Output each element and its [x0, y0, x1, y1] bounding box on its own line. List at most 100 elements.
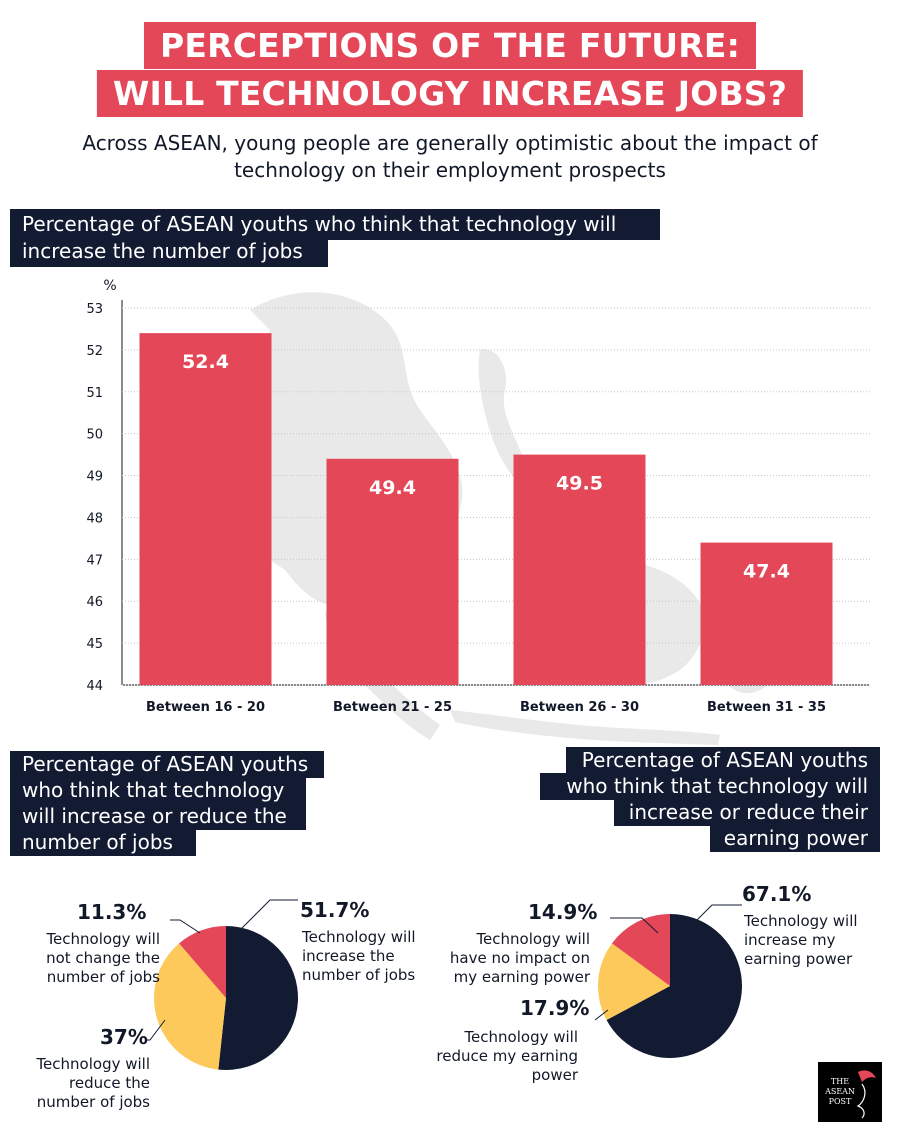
x-axis: Between 16 - 20 Between 21 - 25 Between 26…	[146, 700, 826, 715]
pie2-title-line-2: who think that technology will	[540, 773, 880, 800]
y-tick-label: 49	[86, 470, 103, 485]
y-tick-label: 44	[86, 679, 103, 694]
pie2-pct-increase: 67.1%	[742, 882, 812, 906]
asean-post-logo: THE ASEAN POST	[818, 1062, 882, 1122]
pie1-desc-nochange: Technology will not change the number of…	[10, 930, 160, 987]
pie2-title-line-3: increase or reduce their	[614, 799, 880, 826]
bar-value-labels: 52.4 49.4 49.5 47.4	[182, 351, 790, 582]
pie2-desc-increase-line-2: increase my	[744, 931, 836, 949]
pie-chart-earning-power	[594, 904, 742, 1058]
pie1-desc-increase-line-3: number of jobs	[302, 966, 416, 984]
pie2-leader-1	[681, 904, 742, 936]
x-tick-label: Between 26 - 30	[520, 700, 639, 715]
pie1-desc-reduce: Technology will reduce the number of job…	[10, 1055, 150, 1112]
bar-1	[139, 333, 272, 685]
bar-value-label: 47.4	[743, 561, 790, 583]
pie2-leader-2	[594, 1009, 609, 1021]
pie1-desc-nochange-line-3: number of jobs	[46, 968, 160, 986]
x-tick-label: Between 16 - 20	[146, 700, 265, 715]
pie2-slice-noimpact	[611, 914, 670, 986]
x-tick-label: Between 31 - 35	[707, 700, 826, 715]
pie1-leader-2	[145, 1019, 166, 1041]
pie2-slices	[598, 914, 742, 1058]
pie2-desc-noimpact-line-2: have no impact on	[449, 949, 590, 967]
pie1-pct-increase: 51.7%	[300, 898, 370, 922]
pie1-desc-reduce-line-1: Technology will	[36, 1055, 150, 1073]
pie1-desc-nochange-line-1: Technology will	[46, 930, 160, 948]
pie2-desc-reduce-line-1: Technology will	[464, 1028, 578, 1046]
y-axis-unit-label: %	[103, 278, 116, 294]
title-line-1: PERCEPTIONS OF THE FUTURE:	[143, 22, 757, 69]
subtitle-line-2: technology on their employment prospects	[234, 158, 666, 182]
y-tick-label: 51	[86, 386, 103, 401]
y-tick-label: 50	[86, 428, 103, 443]
pie2-title-line-4: earning power	[710, 825, 880, 852]
x-tick-label: Between 21 - 25	[333, 700, 452, 715]
logo-text-post: POST	[829, 1097, 852, 1106]
pie2-leader-lines	[594, 904, 742, 1021]
pie2-desc-noimpact: Technology will have no impact on my ear…	[430, 930, 590, 987]
logo-graphic: THE ASEAN POST	[824, 1070, 876, 1119]
pie2-desc-noimpact-line-1: Technology will	[476, 930, 590, 948]
bar-2	[326, 458, 459, 685]
pie1-slices	[153, 926, 298, 1070]
pie1-desc-increase-line-1: Technology will	[302, 928, 416, 946]
map-philippines-shape	[478, 349, 570, 528]
bars-group	[139, 333, 833, 685]
pie1-desc-reduce-line-3: number of jobs	[36, 1093, 150, 1111]
bar-chart-title-line-2: increase the number of jobs	[10, 238, 328, 267]
pie1-leader-3	[170, 919, 201, 934]
y-tick-label: 45	[86, 637, 103, 652]
map-sumatra-shape	[450, 710, 720, 745]
pie2-desc-reduce-line-3: power	[531, 1066, 578, 1084]
pie1-desc-increase-line-2: increase the	[302, 947, 395, 965]
pie2-slice-increase	[606, 914, 742, 1058]
pie1-slice-reduce	[153, 943, 226, 1070]
pie1-pct-nochange: 11.3%	[77, 900, 147, 924]
pie2-pct-noimpact: 14.9%	[528, 900, 598, 924]
bar-3	[513, 454, 646, 685]
logo-swirl-icon	[856, 1083, 866, 1119]
pie1-pct-reduce: 37%	[100, 1025, 148, 1049]
pie2-desc-reduce-line-2: reduce my earning	[436, 1047, 578, 1065]
pie1-title-line-4: number of jobs	[10, 829, 196, 856]
map-peninsula-shape	[325, 600, 440, 740]
y-tick-label: 48	[86, 511, 103, 526]
pie1-leader-lines	[145, 899, 298, 1041]
pie2-desc-noimpact-line-3: my earning power	[453, 968, 590, 986]
pie2-title-line-1: Percentage of ASEAN youths	[566, 747, 880, 774]
pie1-desc-reduce-line-2: reduce the	[69, 1074, 150, 1092]
y-tick-label: 47	[86, 553, 103, 568]
pie2-pct-reduce: 17.9%	[520, 996, 590, 1020]
bar-value-label: 49.4	[369, 477, 416, 499]
pie2-desc-increase-line-1: Technology will	[744, 912, 858, 930]
pie1-slice-increase	[218, 926, 298, 1070]
y-tick-label: 52	[86, 344, 103, 359]
pie2-slice-reduce	[598, 943, 670, 1021]
pie1-title-line-2: who think that technology	[10, 777, 306, 804]
bar-value-label: 52.4	[182, 351, 229, 373]
pie-chart-jobs	[145, 899, 298, 1070]
title-line-2: WILL TECHNOLOGY INCREASE JOBS?	[96, 70, 804, 117]
pie1-leader-1	[239, 899, 298, 931]
pie2-desc-increase-line-3: earning power	[744, 950, 853, 968]
pie1-slice-nochange	[179, 926, 226, 998]
bar-4	[700, 542, 833, 685]
logo-bird-icon	[858, 1070, 876, 1082]
pie2-desc-increase: Technology will increase my earning powe…	[744, 912, 858, 969]
y-tick-label: 46	[86, 595, 103, 610]
bar-chart-title-line-1: Percentage of ASEAN youths who think tha…	[10, 209, 660, 240]
pie2-leader-3	[610, 917, 659, 934]
pie1-desc-increase: Technology will increase the number of j…	[302, 928, 416, 985]
logo-text-asean: ASEAN	[824, 1087, 855, 1096]
pie2-desc-reduce: Technology will reduce my earning power	[420, 1028, 578, 1085]
bar-value-label: 49.5	[556, 473, 603, 495]
pie1-title-line-1: Percentage of ASEAN youths	[10, 751, 324, 778]
subtitle-line-1: Across ASEAN, young people are generally…	[82, 131, 818, 155]
subtitle: Across ASEAN, young people are generally…	[60, 130, 840, 184]
logo-text-the: THE	[831, 1077, 849, 1086]
pie1-desc-nochange-line-2: not change the	[46, 949, 160, 967]
pie1-title-line-3: will increase or reduce the	[10, 803, 306, 830]
y-tick-label: 53	[86, 302, 103, 317]
